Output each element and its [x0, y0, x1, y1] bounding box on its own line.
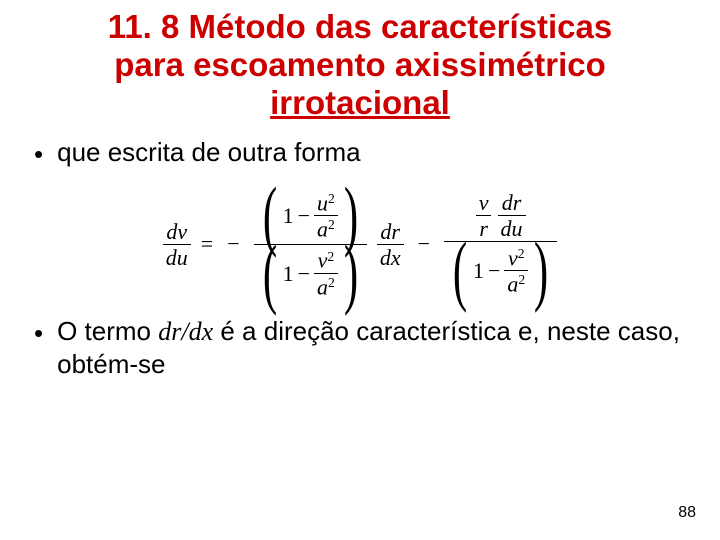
- lhs-num: dv: [163, 220, 190, 244]
- a2-2: a2: [314, 273, 338, 298]
- one-2: 1: [283, 262, 294, 285]
- bullet-2: • O termo dr/dx é a direção característi…: [34, 315, 692, 381]
- one-3: 1: [473, 259, 484, 282]
- a2-3: a2: [504, 270, 528, 295]
- u2a2-frac: u2 a2: [314, 191, 338, 241]
- v-over-r: v r: [476, 191, 492, 240]
- one-1: 1: [283, 204, 294, 227]
- vr-den: r: [476, 215, 491, 240]
- title-line-2: para escoamento axissimétrico: [114, 46, 606, 83]
- drdu-den: du: [498, 215, 526, 240]
- equals-sign: =: [201, 231, 213, 257]
- drdu-num: dr: [499, 191, 525, 215]
- paren-open-2: (: [262, 246, 276, 301]
- paren-close-3: ): [534, 243, 548, 298]
- bullet-1: • que escrita de outra forma: [34, 136, 692, 171]
- bullet-2-text: O termo dr/dx é a direção característica…: [57, 315, 692, 381]
- slide: 11. 8 Método das características para es…: [0, 0, 720, 540]
- inner-minus-1: −: [294, 204, 314, 227]
- right-frac: v r dr du ( 1 − v2 a2 ): [444, 191, 557, 298]
- bullet-marker: •: [34, 138, 43, 171]
- ratio-frac: ( 1 − u2 a2 ) ( 1 − v2 a2: [254, 188, 367, 300]
- right-den: ( 1 − v2 a2 ): [444, 241, 557, 298]
- v2a2-frac-2: v2 a2: [504, 246, 528, 296]
- paren-close-2: ): [344, 246, 358, 301]
- page-number: 88: [678, 504, 696, 522]
- inner-minus-2: −: [294, 262, 314, 285]
- inner-minus-3: −: [484, 259, 504, 282]
- right-num: v r dr du: [473, 191, 529, 241]
- u2: u2: [314, 191, 338, 215]
- equation: dv du = − ( 1 − u2 a2 ) (: [163, 188, 557, 300]
- equation-block: dv du = − ( 1 − u2 a2 ) (: [28, 188, 692, 300]
- drdx-den: dx: [377, 244, 404, 269]
- b2-term: dr/dx: [158, 317, 213, 346]
- vr-num: v: [476, 191, 492, 215]
- v2a2-frac-1: v2 a2: [314, 248, 338, 298]
- ratio-den: ( 1 − v2 a2 ): [254, 244, 367, 301]
- minus-1: −: [223, 231, 243, 257]
- minus-2: −: [414, 231, 434, 257]
- title-line-3: irrotacional: [270, 84, 450, 121]
- v2-2: v2: [505, 246, 528, 270]
- lhs-frac: dv du: [163, 220, 191, 269]
- v2-1: v2: [315, 248, 338, 272]
- paren-open-3: (: [453, 243, 467, 298]
- drdx-num: dr: [377, 220, 403, 244]
- bullet-1-text: que escrita de outra forma: [57, 136, 361, 169]
- b2-pre: O termo: [57, 316, 158, 346]
- a2-1: a2: [314, 215, 338, 240]
- title-line-1: 11. 8 Método das características: [108, 8, 612, 45]
- lhs-den: du: [163, 244, 191, 269]
- drdx-frac: dr dx: [377, 220, 404, 269]
- bullet-marker-2: •: [34, 317, 43, 350]
- slide-title: 11. 8 Método das características para es…: [28, 8, 692, 122]
- dr-over-du: dr du: [498, 191, 526, 240]
